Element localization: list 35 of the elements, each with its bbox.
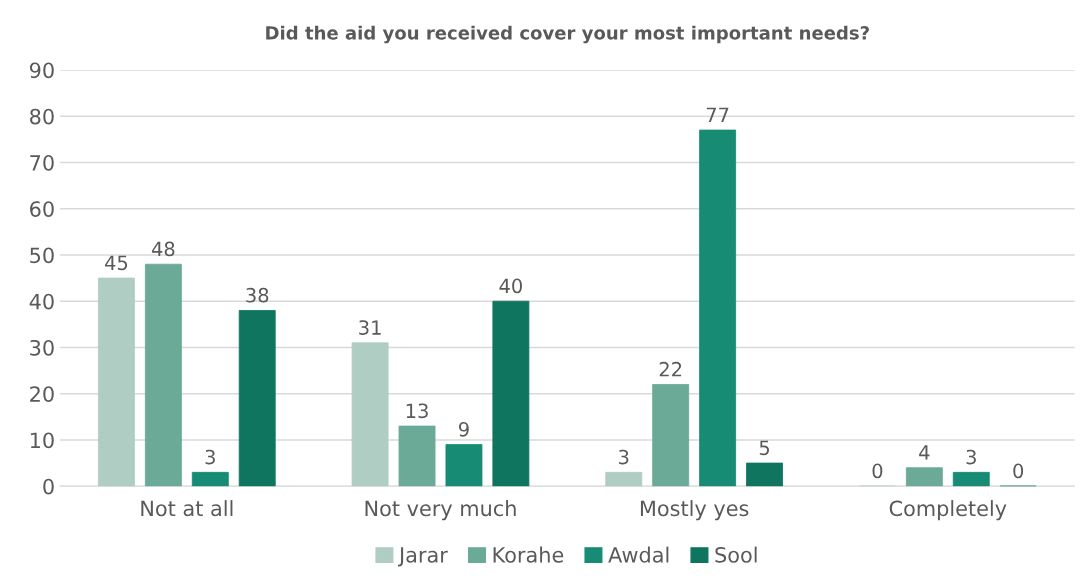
y-tick-label: 80: [30, 108, 54, 125]
data-label: 9: [458, 421, 469, 437]
data-label: 0: [1013, 463, 1024, 479]
x-tick-label: Not very much: [365, 500, 516, 521]
chart-title: Did the aid you received cover your most important needs?: [266, 25, 869, 44]
data-label: 3: [619, 449, 629, 465]
y-tick-label: 20: [30, 386, 54, 402]
y-tick-label: 70: [30, 154, 54, 171]
y-tick-label: 40: [29, 293, 54, 310]
data-label: 77: [706, 107, 729, 122]
data-label: 13: [406, 403, 428, 419]
legend-label: Sool: [715, 546, 757, 563]
x-tick-label: Completely: [889, 500, 1007, 521]
data-label: 22: [659, 361, 682, 377]
y-tick-label: 50: [30, 247, 54, 264]
x-tick-label: Mostly yes: [640, 500, 749, 521]
data-label: 4: [919, 445, 930, 460]
data-label: 0: [872, 463, 883, 479]
data-label: 5: [759, 440, 770, 456]
data-label: 40: [499, 278, 522, 294]
y-tick-label: 30: [30, 339, 54, 356]
data-label: 31: [359, 320, 381, 335]
x-tick-label: Not at all: [141, 500, 233, 517]
data-label: 48: [151, 241, 175, 257]
y-tick-label: 90: [29, 62, 54, 79]
data-label: 3: [205, 449, 215, 465]
data-label: 45: [105, 255, 128, 271]
y-tick-label: 60: [30, 201, 54, 217]
y-tick-label: 10: [30, 432, 54, 449]
y-tick-label: 0: [43, 478, 54, 495]
legend-label: Awdal: [608, 546, 669, 563]
legend-label: Korahe: [493, 546, 564, 563]
data-label: 3: [966, 449, 976, 465]
data-label: 38: [246, 287, 269, 303]
legend-label: Jarar: [397, 547, 448, 567]
